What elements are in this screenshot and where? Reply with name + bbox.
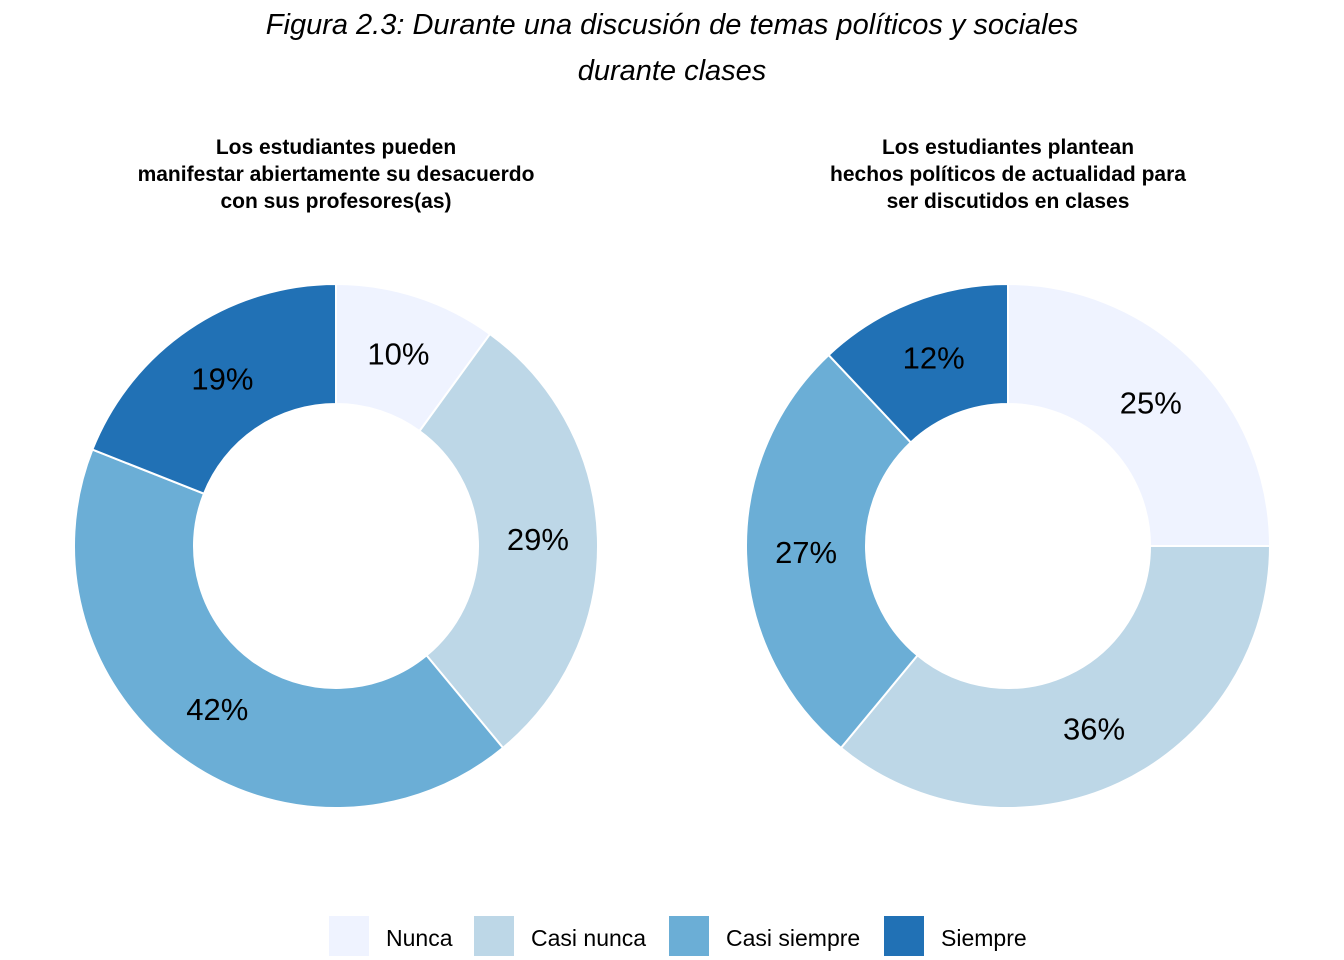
chart-2-label-casi-nunca: 36% bbox=[1063, 711, 1125, 746]
chart-1-label-casi-siempre: 42% bbox=[186, 692, 248, 727]
chart-1-title-line-3: con sus profesores(as) bbox=[220, 190, 451, 213]
chart-1-title-line-1: Los estudiantes pueden bbox=[216, 136, 456, 159]
chart-2-label-siempre: 12% bbox=[903, 341, 965, 376]
chart-2-title-line-1: Los estudiantes plantean bbox=[882, 136, 1134, 159]
chart-title-line-1: Figura 2.3: Durante una discusión de tem… bbox=[265, 9, 1079, 41]
donut-chart-2: Los estudiantes plantean hechos políticos… bbox=[745, 136, 1272, 809]
legend-label-casi-nunca: Casi nunca bbox=[531, 925, 647, 951]
legend-swatch-nunca bbox=[329, 916, 369, 956]
chart-2-title-line-2: hechos políticos de actualidad para bbox=[830, 163, 1186, 186]
chart-title-line-2: durante clases bbox=[577, 55, 767, 87]
chart-2-label-nunca: 25% bbox=[1120, 386, 1182, 421]
chart-1-label-siempre: 19% bbox=[191, 361, 253, 396]
legend-label-siempre: Siempre bbox=[941, 925, 1027, 951]
chart-1-slice-casi-siempre bbox=[73, 448, 505, 809]
chart-2-slice-nunca bbox=[1007, 282, 1272, 547]
chart-2-title-line-3: ser discutidos en clases bbox=[887, 190, 1130, 213]
chart-2-label-casi-siempre: 27% bbox=[775, 535, 837, 570]
chart-2-slice-siempre bbox=[827, 282, 1009, 444]
chart-1-title-line-2: manifestar abiertamente su desacuerdo bbox=[138, 163, 535, 186]
chart-2-slice-casi-nunca bbox=[839, 545, 1272, 809]
chart-title: Figura 2.3: Durante una discusión de tem… bbox=[0, 2, 1344, 94]
chart-1-label-casi-nunca: 29% bbox=[507, 522, 569, 557]
charts-canvas: Los estudiantes pueden manifestar abierta… bbox=[73, 136, 1272, 809]
donut-chart-1: Los estudiantes pueden manifestar abierta… bbox=[73, 136, 599, 809]
chart-1-slice-siempre bbox=[91, 282, 337, 496]
legend-label-casi-siempre: Casi siempre bbox=[726, 925, 861, 951]
legend-label-nunca: Nunca bbox=[386, 925, 453, 951]
legend-swatch-casi-nunca bbox=[474, 916, 514, 956]
legend-swatch-siempre bbox=[884, 916, 924, 956]
chart-2-slice-casi-siempre bbox=[745, 353, 919, 750]
chart-1-slice-casi-nunca bbox=[418, 332, 599, 750]
legend-swatch-casi-siempre bbox=[669, 916, 709, 956]
chart-1-label-nunca: 10% bbox=[367, 336, 429, 371]
legend: Nunca Casi nunca Casi siempre Siempre bbox=[0, 916, 1344, 958]
